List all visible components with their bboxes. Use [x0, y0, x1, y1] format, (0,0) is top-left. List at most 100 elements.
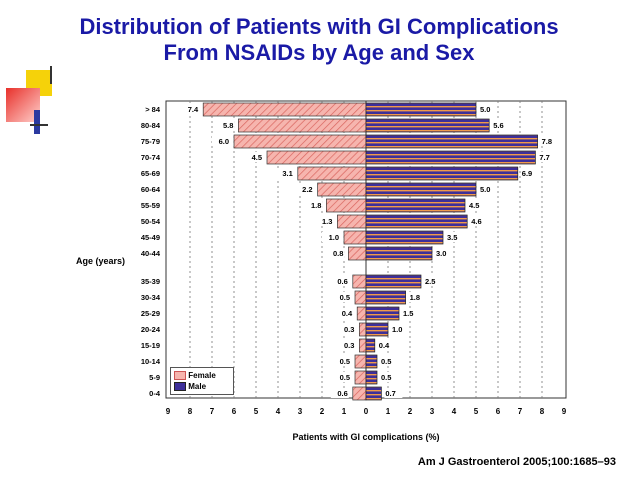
legend-item-male: Male	[174, 382, 207, 392]
data-label-female: 0.3	[344, 341, 354, 350]
data-label-bg-female	[326, 248, 345, 258]
data-label-bg-female	[337, 340, 356, 350]
legend-swatch-male	[174, 382, 186, 392]
data-label-female: 1.0	[329, 233, 339, 242]
data-label-bg-male	[468, 200, 486, 210]
data-label-bg-male	[380, 372, 398, 382]
x-tick-label: 9	[166, 407, 171, 416]
data-label-bg-female	[333, 356, 351, 366]
y-tick-label: > 84	[145, 105, 161, 114]
data-label-bg-male	[435, 248, 453, 258]
y-tick-label: 40-44	[141, 249, 161, 258]
bar-female	[233, 134, 367, 149]
data-label-bg-male	[408, 292, 427, 302]
bar-female	[359, 338, 367, 353]
x-tick-label: 8	[188, 407, 193, 416]
slide-title: Distribution of Patients with GI Complic…	[0, 14, 638, 66]
x-tick-label: 7	[210, 407, 215, 416]
data-label-male: 5.0	[480, 185, 490, 194]
y-tick-label: 70-74	[141, 153, 161, 162]
data-label-female: 5.8	[223, 121, 233, 130]
data-label-bg-female	[212, 136, 230, 146]
data-label-female: 2.2	[302, 185, 312, 194]
data-label-male: 5.6	[493, 121, 503, 130]
y-tick-label: 30-34	[141, 293, 161, 302]
legend-label-female: Female	[188, 371, 216, 380]
x-tick-label: 7	[518, 407, 523, 416]
data-label-bg-male	[377, 340, 396, 350]
data-label-male: 1.8	[410, 293, 420, 302]
y-tick-label: 50-54	[141, 217, 161, 226]
data-label-male: 7.7	[539, 153, 549, 162]
data-label-female: 0.5	[340, 357, 350, 366]
data-label-bg-male	[479, 104, 497, 114]
bar-female	[266, 150, 367, 165]
bar-female	[238, 118, 367, 133]
bar-male	[365, 322, 389, 337]
data-label-bg-male	[520, 168, 539, 178]
data-label-female: 0.8	[333, 249, 343, 258]
data-label-bg-female	[333, 292, 351, 302]
x-tick-label: 2	[320, 407, 325, 416]
bar-male	[365, 198, 466, 213]
y-tick-label: 15-19	[141, 341, 160, 350]
y-tick-label: 80-84	[141, 121, 161, 130]
data-label-male: 2.5	[425, 277, 435, 286]
data-label-bg-male	[470, 216, 489, 226]
bar-female	[359, 322, 367, 337]
data-label-bg-female	[330, 388, 349, 398]
x-tick-label: 5	[474, 407, 479, 416]
data-label-female: 0.5	[340, 373, 350, 382]
data-label-male: 3.0	[436, 249, 446, 258]
deco-blue-bar	[34, 110, 40, 134]
data-label-bg-female	[245, 152, 263, 162]
data-label-bg-female	[315, 216, 334, 226]
data-label-bg-female	[275, 168, 294, 178]
data-label-male: 0.7	[385, 389, 395, 398]
data-label-bg-male	[424, 276, 442, 286]
bar-female	[202, 102, 367, 117]
data-label-bg-male	[492, 120, 511, 130]
title-line-2: From NSAIDs by Age and Sex	[163, 40, 475, 65]
bar-male	[365, 306, 400, 321]
bar-male	[365, 354, 378, 369]
y-tick-label: 55-59	[141, 201, 160, 210]
data-label-male: 4.6	[471, 217, 481, 226]
data-label-bg-female	[181, 104, 200, 114]
bar-male	[365, 246, 433, 261]
data-label-female: 4.5	[252, 153, 262, 162]
legend-swatch-female	[174, 371, 186, 381]
data-label-female: 3.1	[282, 169, 292, 178]
bar-male	[365, 102, 477, 117]
x-tick-label: 4	[276, 407, 281, 416]
bar-male	[365, 182, 477, 197]
bar-female	[326, 198, 367, 213]
x-axis-label: Patients with GI complications (%)	[292, 432, 440, 442]
bar-female	[354, 354, 367, 369]
legend-label-male: Male	[188, 382, 207, 391]
data-label-bg-female	[335, 308, 354, 318]
bar-female	[352, 274, 367, 289]
data-label-male: 0.5	[381, 373, 391, 382]
data-label-female: 0.6	[337, 389, 347, 398]
legend-item-female: Female	[174, 371, 216, 381]
x-tick-label: 1	[386, 407, 391, 416]
data-label-male: 0.4	[379, 341, 390, 350]
bar-female	[348, 246, 367, 261]
y-tick-label: 35-39	[141, 277, 160, 286]
bar-female	[354, 290, 367, 305]
x-tick-label: 0	[364, 407, 369, 416]
bar-female	[352, 386, 367, 401]
bar-male	[365, 166, 519, 181]
data-label-bg-female	[216, 120, 235, 130]
data-label-bg-female	[322, 232, 340, 242]
bar-male	[365, 214, 468, 229]
x-tick-label: 5	[254, 407, 259, 416]
bar-male	[365, 118, 490, 133]
bar-female	[356, 306, 367, 321]
bar-female	[343, 230, 367, 245]
data-label-male: 0.5	[381, 357, 391, 366]
data-label-male: 1.5	[403, 309, 413, 318]
x-tick-label: 6	[496, 407, 501, 416]
